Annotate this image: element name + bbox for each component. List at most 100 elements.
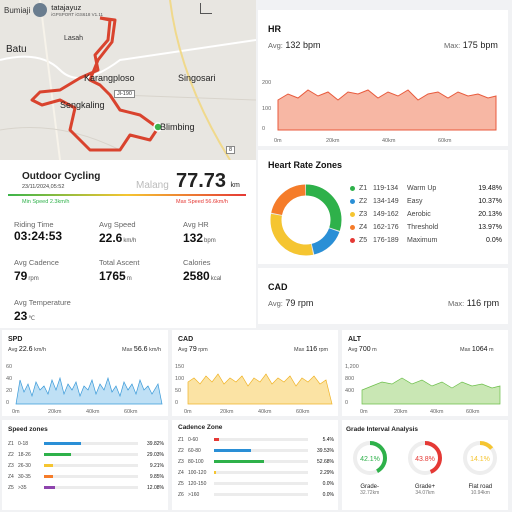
- zone-pct: 0.0%: [486, 237, 502, 244]
- hr-max-unit: bpm: [480, 40, 498, 50]
- map-label-blimbing: Blimbing: [160, 122, 195, 132]
- zone-bar-track: [214, 482, 308, 485]
- hr-xtick: 60km: [438, 138, 452, 144]
- activity-summary: Outdoor Cycling 23/11/2024,05:52 Malang …: [0, 160, 256, 210]
- stat-value: 22.6: [99, 231, 123, 245]
- alt-ytick: 1,200: [345, 364, 359, 370]
- zone-row: Z6 >160 0.0%: [178, 489, 334, 500]
- zone-bar-track: [214, 493, 308, 496]
- stat-avg-hr: Avg HR 132bpm: [183, 220, 216, 247]
- alt-chart[interactable]: 1,200 800 400 0 0m 20km 40km 60km: [342, 360, 508, 416]
- cad-max: Max: 116 rpm: [448, 298, 499, 308]
- hr-zones-card: Heart Rate Zones Z1 119-134 Warm Up 19.4…: [258, 150, 508, 264]
- zone-id: Z2: [178, 447, 184, 454]
- zone-range: 0-18: [18, 440, 29, 447]
- zone-id: Z2: [359, 198, 368, 205]
- grade-item: 43.8% Grade+ 34.07km: [400, 438, 450, 508]
- zone-bar-fill: [214, 471, 217, 474]
- zone-pct: 9.21%: [149, 462, 164, 469]
- zone-id: Z6: [178, 491, 184, 498]
- grade-ring: 43.8%: [407, 441, 442, 475]
- zone-bar-fill: [44, 486, 56, 489]
- alt-avg-value: 700: [358, 346, 371, 353]
- grade-label: Grade-: [360, 484, 379, 490]
- min-speed: Min Speed 2.3km/h: [22, 199, 70, 205]
- zone-row: Z5 >35 12.08%: [8, 482, 164, 493]
- hr-zones-list: Z1 119-134 Warm Up 19.48% Z2 134-149 Eas…: [350, 182, 502, 247]
- hr-zone-row: Z2 134-149 Easy 10.37%: [350, 195, 502, 208]
- grade-dist: 10.94km: [470, 490, 490, 496]
- cad-max-unit: rpm: [483, 298, 500, 308]
- spd-xtick: 60km: [124, 409, 138, 415]
- route-map[interactable]: Bumiaji tatajayuz iGPSPORT iGS618 V1.11 …: [0, 0, 256, 160]
- stats-grid: Riding Time 03:24:53 Avg Speed 22.6km/h …: [0, 210, 256, 328]
- cad-small-chart[interactable]: 150 100 50 0 0m 20km 40km 60km: [172, 360, 338, 416]
- stat-avg-cadence: Avg Cadence 79rpm: [14, 258, 59, 285]
- stat-value: 2580: [183, 269, 210, 283]
- zone-pct: 19.48%: [478, 185, 502, 192]
- zone-range: 60-80: [188, 447, 201, 454]
- zone-range: 0-60: [188, 436, 199, 443]
- map-label-singosari: Singosari: [178, 73, 216, 83]
- user-name: tatajayuz: [51, 3, 82, 12]
- zone-pct: 29.03%: [147, 451, 164, 458]
- hr-chart[interactable]: 200 100 0 0m 20km 40km 60km: [258, 70, 508, 146]
- hr-card: HR Avg: 132 bpm Max: 175 bpm 200 100 0 0…: [258, 10, 508, 146]
- hr-zone-row: Z3 149-162 Aerobic 20.13%: [350, 208, 502, 221]
- zone-id: Z3: [8, 462, 14, 469]
- stat-label: Riding Time: [14, 220, 54, 229]
- zone-row: Z3 80-100 52.68%: [178, 456, 334, 467]
- zone-range: 100-120: [188, 469, 207, 476]
- cad-xtick: 0m: [184, 409, 192, 415]
- grade-pct: 42.1%: [360, 456, 380, 463]
- hr-area: [277, 89, 497, 131]
- zone-range: >35: [18, 484, 27, 491]
- cad-ytick: 150: [175, 364, 184, 370]
- speed-zones-list: Z1 0-18 39.82% Z2 18-26 29.03% Z3 26-30 9.21% Z4 3…: [8, 438, 164, 493]
- hr-xtick: 20km: [326, 138, 340, 144]
- grade-label: Grade+: [414, 484, 436, 490]
- share-icon[interactable]: [200, 3, 212, 14]
- stat-riding-time: Riding Time 03:24:53: [14, 220, 62, 243]
- grade-dist: 34.07km: [415, 490, 435, 496]
- spd-xtick: 20km: [48, 409, 62, 415]
- activity-name: Outdoor Cycling: [22, 171, 101, 182]
- zone-bar-track: [214, 460, 308, 463]
- hr-avg: Avg: 132 bpm: [268, 40, 320, 50]
- alt-max-label: Max: [460, 347, 471, 353]
- zone-range: 149-162: [373, 211, 399, 218]
- zone-row: Z3 26-30 9.21%: [8, 460, 164, 471]
- zone-pct: 9.85%: [149, 473, 164, 480]
- distance-number: 77.73: [176, 170, 227, 192]
- spd-xtick: 40km: [86, 409, 100, 415]
- stat-avg-temperature: Avg Temperature 23℃: [14, 298, 71, 325]
- zone-bar-track: [44, 442, 138, 445]
- grade-pct: 43.8%: [415, 456, 435, 463]
- zone-id: Z3: [359, 211, 368, 218]
- stat-unit: ℃: [28, 316, 36, 322]
- zone-pct: 0.0%: [322, 491, 334, 498]
- zone-row: Z5 120-150 0.0%: [178, 478, 334, 489]
- map-canvas: [0, 0, 256, 160]
- stat-label: Avg Temperature: [14, 298, 71, 307]
- grade-dist: 32.72km: [360, 490, 380, 496]
- hr-zone-row: Z5 176-189 Maximum 0.0%: [350, 234, 502, 247]
- spd-ytick: 60: [6, 364, 12, 370]
- spd-chart[interactable]: 60 40 20 0 0m 20km 40km 60km: [2, 360, 168, 416]
- stat-unit: bpm: [204, 238, 216, 244]
- cadence-zones-card: Cadence Zone Z1 0-60 5.4% Z2 60-80 39.53% Z3 80…: [172, 420, 338, 510]
- zone-id: Z2: [8, 451, 14, 458]
- zone-bar-fill: [44, 475, 54, 478]
- cad-ytick: 0: [175, 400, 178, 406]
- zone-pct: 52.68%: [317, 458, 334, 465]
- alt-title: ALT: [348, 336, 362, 343]
- alt-xtick: 0m: [360, 409, 368, 415]
- map-header: Bumiaji tatajayuz iGPSPORT iGS618 V1.11: [4, 3, 103, 17]
- speed-range-bar: [8, 194, 246, 196]
- zone-id: Z5: [359, 237, 368, 244]
- spd-title: SPD: [8, 336, 23, 343]
- alt-card: ALT Avg 700 m Max 1064 m 1,200 800 400 0…: [342, 330, 508, 416]
- cad-small-avg-label: Avg: [178, 347, 188, 353]
- zone-bar-fill: [44, 464, 53, 467]
- zone-id: Z4: [8, 473, 14, 480]
